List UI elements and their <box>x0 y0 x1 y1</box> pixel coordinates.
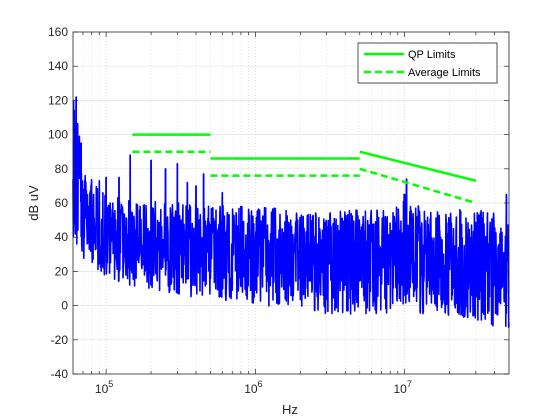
legend: QP Limits Average Limits <box>357 42 498 84</box>
legend-average-limits-label: Average Limits <box>408 67 481 79</box>
qp-limit-segment-2 <box>359 150 477 182</box>
legend-qp-limits-label: QP Limits <box>408 49 456 61</box>
y-tick-label: 60 <box>55 196 69 210</box>
y-tick-label: 160 <box>48 25 68 39</box>
spectrum-trace <box>72 96 510 329</box>
x-axis-label: Hz <box>282 402 298 417</box>
y-tick-label: 0 <box>61 299 68 313</box>
average-limit-segment-2 <box>359 167 477 205</box>
y-tick-label: -40 <box>51 367 69 381</box>
y-tick-label: 40 <box>55 230 69 244</box>
y-tick-label: -20 <box>51 333 69 347</box>
y-tick-label: 140 <box>48 59 68 73</box>
legend-box <box>357 42 498 84</box>
y-tick-label: 120 <box>48 93 68 107</box>
series-layer <box>72 96 510 329</box>
y-axis-label: dB uV <box>26 185 41 221</box>
plot-area <box>72 31 510 375</box>
y-tick-label: 20 <box>55 264 69 278</box>
y-tick-label: 100 <box>48 128 68 142</box>
y-tick-label: 80 <box>55 162 69 176</box>
